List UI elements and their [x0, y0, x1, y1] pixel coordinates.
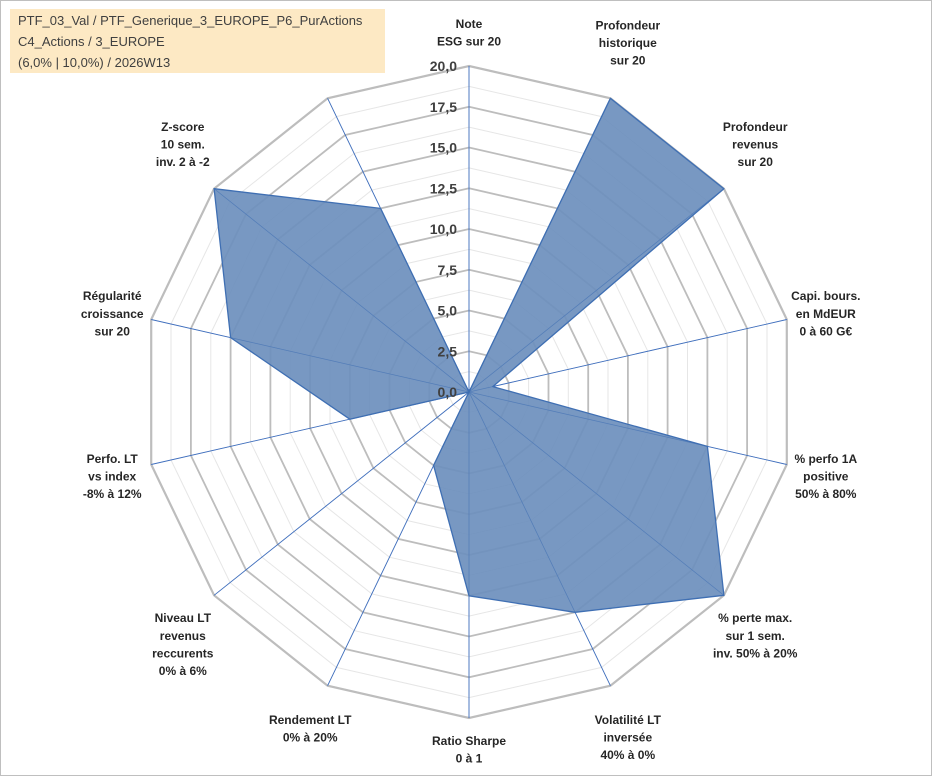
axis-label-line: positive — [803, 470, 849, 484]
radar-axis-labels: Note ESG sur 20 Profondeur historique sur 20… — [81, 17, 861, 766]
axis-spoke-overlay — [327, 98, 470, 393]
axis-label-line: sur 20 — [95, 324, 131, 338]
axis-label-line: inversée — [603, 730, 652, 744]
axis-label-line: sur 20 — [738, 155, 774, 169]
info-line-period: (6,0% | 10,0%) / 2026W13 — [18, 55, 171, 70]
axis-label-line: 0% à 6% — [159, 664, 207, 678]
axis-label-line: Capi. bours. — [791, 289, 860, 303]
axis-label-line: Profondeur — [723, 120, 788, 134]
axis-label-line: 0 à 1 — [456, 752, 483, 766]
radar-series — [151, 66, 787, 718]
axis-label-line: en MdEUR — [796, 307, 856, 321]
axis-label-line: % perfo 1A — [794, 452, 857, 466]
axis-label-line: historique — [599, 36, 657, 50]
tick-label: 5,0 — [438, 303, 458, 319]
axis-label-line: 40% à 0% — [600, 748, 655, 762]
info-box: PTF_03_Val / PTF_Generique_3_EUROPE_P6_P… — [10, 9, 385, 73]
axis-spoke-overlay — [151, 319, 470, 393]
info-line-portfolio: PTF_03_Val / PTF_Generique_3_EUROPE_P6_P… — [18, 13, 363, 28]
axis-label-line: ESG sur 20 — [437, 35, 501, 49]
axis-label-line: revenus — [732, 138, 778, 152]
axis-label-line: Volatilité LT — [595, 713, 662, 727]
axis-label-line: vs index — [88, 470, 136, 484]
tick-label: 10,0 — [430, 221, 457, 237]
axis-spoke-overlay — [468, 188, 725, 393]
axis-spoke-overlay — [468, 319, 787, 393]
axis-spoke-overlay — [468, 391, 611, 686]
tick-label: 12,5 — [430, 180, 457, 196]
axis-label-line: 0 à 60 G€ — [799, 324, 852, 338]
axis-label-line: sur 20 — [610, 54, 646, 68]
axis-label-line: inv. 2 à -2 — [156, 155, 210, 169]
tick-label: 0,0 — [438, 384, 458, 400]
axis-spoke-overlay — [213, 188, 470, 393]
axis-label-line: Niveau LT — [155, 611, 212, 625]
axis-spoke-overlay — [213, 391, 470, 596]
axis-spoke-overlay — [468, 391, 725, 596]
axis-spoke-overlay — [468, 391, 787, 465]
info-line-category: C4_Actions / 3_EUROPE — [18, 34, 165, 49]
tick-label: 20,0 — [430, 58, 457, 74]
axis-label-line: 50% à 80% — [795, 487, 857, 501]
axis-label-line: Profondeur — [595, 18, 660, 32]
tick-label: 7,5 — [438, 262, 458, 278]
axis-label-line: -8% à 12% — [83, 487, 142, 501]
axis-label-line: Rendement LT — [269, 713, 352, 727]
radar-tick-labels: 0,0 2,5 5,0 7,5 10,0 12,5 15,0 17,5 20,0 — [430, 58, 457, 400]
axis-label-line: % perte max. — [718, 611, 792, 625]
axis-label-line: sur 1 sem. — [726, 629, 785, 643]
axis-label-line: reccurents — [152, 646, 214, 660]
axis-label-line: 0% à 20% — [283, 730, 338, 744]
axis-label-line: revenus — [160, 629, 206, 643]
axis-spoke-overlay — [468, 98, 611, 393]
tick-label: 15,0 — [430, 140, 457, 156]
axis-label-line: Régularité — [83, 289, 142, 303]
tick-label: 17,5 — [430, 99, 457, 115]
axis-label-line: Note — [456, 17, 483, 31]
axis-label-line: Ratio Sharpe — [432, 734, 506, 748]
axis-spoke-overlay — [151, 391, 470, 465]
axis-spoke-overlay — [327, 391, 470, 686]
axis-label-line: Z-score — [161, 120, 205, 134]
axis-label-line: inv. 50% à 20% — [713, 646, 798, 660]
axis-label-line: croissance — [81, 307, 144, 321]
axis-label-line: 10 sem. — [161, 138, 205, 152]
tick-label: 2,5 — [438, 343, 458, 359]
axis-label-line: Perfo. LT — [87, 452, 139, 466]
